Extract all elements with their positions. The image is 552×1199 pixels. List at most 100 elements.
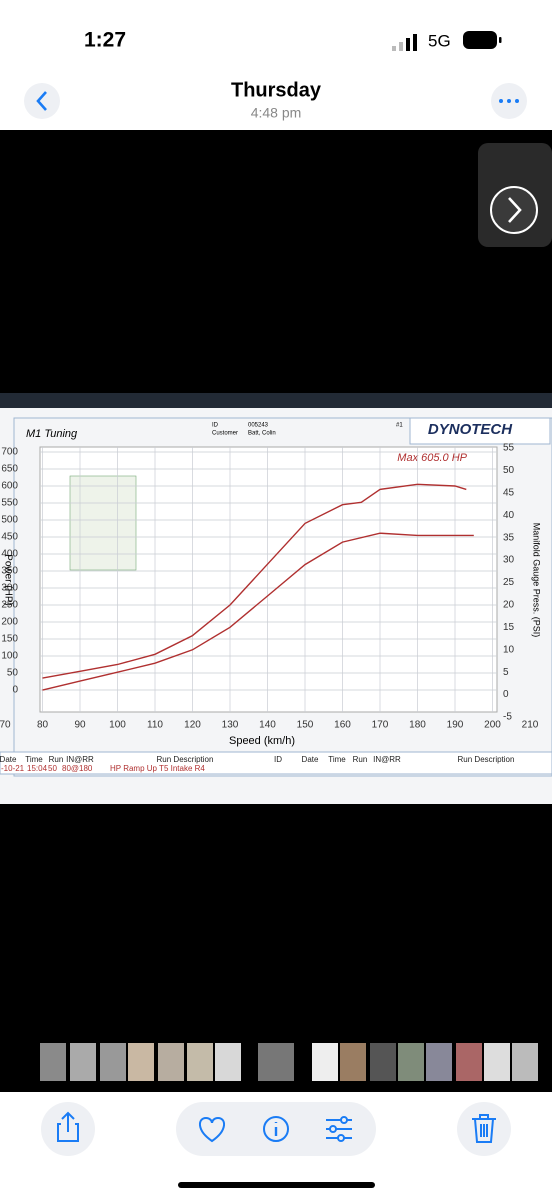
y-tick-label: 100 — [1, 651, 18, 662]
thumbnail[interactable] — [215, 1043, 241, 1081]
curve — [42, 483, 467, 679]
thumbnail[interactable] — [100, 1043, 126, 1081]
y2-tick-label: 0 — [503, 689, 509, 700]
logo-box — [409, 417, 551, 445]
logo: DYNOTECH — [428, 421, 513, 438]
favorite-button[interactable] — [199, 1116, 225, 1143]
info-button[interactable] — [263, 1116, 289, 1142]
x-tick-label: 210 — [522, 720, 539, 731]
y2-tick-label: -5 — [503, 712, 512, 723]
table-cell: -10-21 — [1, 764, 25, 773]
y2-tick-label: 10 — [503, 644, 515, 655]
y2-tick-label: 55 — [503, 443, 515, 454]
x-tick-label: 90 — [74, 720, 86, 731]
thumbnail[interactable] — [484, 1043, 510, 1081]
thumbnails — [40, 1043, 538, 1081]
battery — [463, 31, 497, 49]
x-tick-label: 200 — [484, 720, 501, 731]
thumbnail[interactable] — [456, 1043, 482, 1081]
plot-layer: 70 80 90 100 110 120 130 140 150 160 170 180 190 200 2… — [0, 443, 539, 731]
thumbnail[interactable] — [70, 1043, 96, 1081]
x-tick-label: 140 — [259, 720, 276, 731]
y-tick-label: 650 — [1, 464, 18, 475]
y-tick-label: 200 — [1, 617, 18, 628]
table-header: Time — [328, 755, 346, 764]
signal — [392, 34, 417, 51]
thumbnail[interactable] — [158, 1043, 184, 1081]
x-tick-label: 190 — [447, 720, 464, 731]
y-tick-label: 0 — [12, 685, 18, 696]
y-axis-label: Power (HP) — [2, 554, 13, 606]
table-header: Run — [353, 755, 368, 764]
id-label: ID — [212, 423, 219, 429]
subtitle: 4:48 pm — [251, 105, 302, 121]
id: 005243 — [248, 423, 269, 429]
y-tick-label: 700 — [1, 447, 18, 458]
table-cell: 15:04 — [27, 764, 48, 773]
x-tick-label: 120 — [184, 720, 201, 731]
y2-tick-label: 5 — [503, 667, 509, 678]
y-tick-label: 600 — [1, 481, 18, 492]
thumbnail[interactable] — [398, 1043, 424, 1081]
title: Thursday — [231, 79, 322, 101]
x-tick-label: 130 — [222, 720, 239, 731]
x-tick-label: 180 — [409, 720, 426, 731]
y2-tick-label: 50 — [503, 465, 515, 476]
adjust-knobs — [329, 1116, 348, 1142]
table-header: Date — [0, 755, 17, 764]
share-icon — [57, 1111, 79, 1142]
y2-tick-label: 25 — [503, 577, 515, 588]
x-tick-label: 110 — [147, 720, 163, 731]
thumbnail[interactable] — [187, 1043, 213, 1081]
back-button[interactable] — [24, 83, 60, 119]
y2-tick-label: 35 — [503, 532, 515, 543]
thumbnail[interactable] — [370, 1043, 396, 1081]
next-icon — [508, 197, 522, 223]
table-header: ID — [274, 755, 282, 764]
table-header: IN@RR — [66, 755, 94, 764]
thumbnail[interactable] — [312, 1043, 338, 1081]
table-header: Run Description — [157, 755, 214, 764]
network: 5G — [428, 31, 451, 50]
x-tick-label: 100 — [109, 720, 126, 731]
run-table — [0, 751, 552, 775]
thumbnail[interactable] — [340, 1043, 366, 1081]
thumbnail[interactable] — [40, 1043, 66, 1081]
x-tick-label: 170 — [372, 720, 389, 731]
top-area — [0, 0, 552, 130]
x-tick-label: 160 — [334, 720, 351, 731]
photo-bg — [0, 393, 552, 411]
customer-label: Customer — [212, 431, 238, 437]
y2-tick-label: 15 — [503, 622, 515, 633]
y2-tick-label: 40 — [503, 510, 515, 521]
y-tick-label: 500 — [1, 515, 18, 526]
y-tick-label: 250 — [1, 600, 18, 611]
thumbnail[interactable] — [426, 1043, 452, 1081]
curve — [42, 532, 474, 691]
y-tick-label: 350 — [1, 566, 18, 577]
delete-icon — [472, 1114, 496, 1143]
y2-tick-label: 20 — [503, 600, 515, 611]
y-tick-label: 550 — [1, 498, 18, 509]
y2-tick-label: 30 — [503, 555, 515, 566]
status-time: 1:27 — [84, 29, 126, 52]
y-tick-label: 400 — [1, 549, 18, 560]
y-tick-label: 450 — [1, 532, 18, 543]
more-icon — [499, 99, 519, 103]
thumbnail[interactable] — [128, 1043, 154, 1081]
x-tick-label: 70 — [0, 720, 11, 731]
battery-tip — [499, 37, 502, 43]
next-button[interactable] — [490, 186, 538, 234]
table-cell: 80@180 — [62, 764, 93, 773]
page-num: #1 — [396, 423, 403, 429]
company: M1 Tuning — [26, 428, 78, 440]
thumbnail[interactable] — [512, 1043, 538, 1081]
y2-axis-label: Manifold Gauge Press. (PSI) — [532, 523, 542, 638]
x-tick-label: 80 — [37, 720, 49, 731]
thumbnail[interactable] — [258, 1043, 294, 1081]
table-cell: 50 — [48, 764, 57, 773]
table-header: Date — [302, 755, 319, 764]
y-tick-label: 50 — [7, 668, 19, 679]
y-tick-label: 150 — [1, 634, 18, 645]
